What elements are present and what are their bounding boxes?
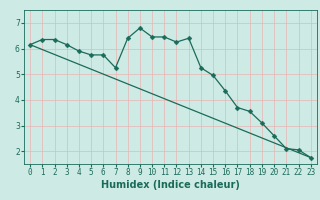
X-axis label: Humidex (Indice chaleur): Humidex (Indice chaleur) <box>101 180 240 190</box>
